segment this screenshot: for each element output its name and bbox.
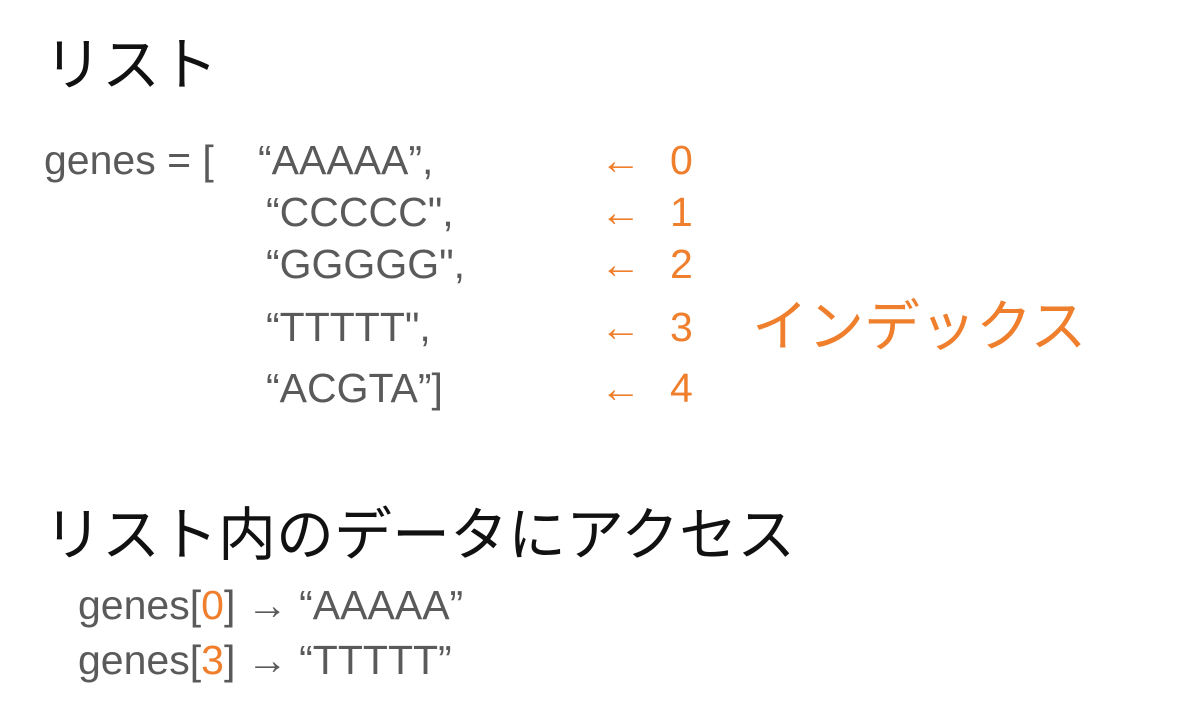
list-item-value: “ACGTA”] bbox=[266, 365, 443, 411]
index-number: 2 bbox=[670, 241, 693, 287]
list-row: “ACGTA”] ← 4 bbox=[0, 368, 1191, 414]
list-item-value: “GGGGG", bbox=[266, 241, 466, 287]
right-arrow-icon: → bbox=[246, 637, 288, 683]
access-line: genes[0] → “AAAAA” bbox=[78, 585, 463, 626]
list-variable-prefix: genes = [ bbox=[44, 137, 214, 183]
left-arrow-icon: ← bbox=[600, 365, 641, 411]
close-bracket: ] bbox=[223, 637, 236, 683]
index-number: 3 bbox=[670, 304, 693, 350]
left-arrow-icon: ← bbox=[600, 304, 641, 350]
open-bracket: [ bbox=[189, 637, 202, 683]
close-bracket: ] bbox=[223, 582, 236, 628]
list-row: “TTTTT", ← 3 bbox=[0, 307, 1191, 353]
list-row: genes = [ “AAAAA”, ← 0 bbox=[0, 140, 1191, 186]
left-arrow-icon: ← bbox=[600, 137, 641, 183]
index-number: 0 bbox=[670, 137, 693, 183]
access-result: “AAAAA” bbox=[299, 582, 464, 628]
list-row: “GGGGG", ← 2 bbox=[0, 244, 1191, 290]
left-arrow-icon: ← bbox=[600, 189, 641, 235]
open-bracket: [ bbox=[189, 582, 202, 628]
list-item-value: “TTTTT", bbox=[266, 304, 431, 350]
section-title-access: リスト内のデータにアクセス bbox=[44, 501, 796, 569]
left-arrow-icon: ← bbox=[600, 241, 641, 287]
access-variable: genes bbox=[78, 582, 190, 628]
access-result: “TTTTT” bbox=[299, 637, 452, 683]
section-title-list: リスト bbox=[44, 31, 219, 99]
index-number: 4 bbox=[670, 365, 693, 411]
access-line: genes[3] → “TTTTT” bbox=[78, 640, 452, 681]
list-item-value: “CCCCC", bbox=[266, 189, 454, 235]
access-index: 3 bbox=[201, 637, 224, 683]
access-index: 0 bbox=[201, 582, 224, 628]
list-row: “CCCCC", ← 1 bbox=[0, 192, 1191, 238]
index-label: インデックス bbox=[752, 295, 1087, 360]
access-variable: genes bbox=[78, 637, 190, 683]
right-arrow-icon: → bbox=[246, 582, 288, 628]
index-number: 1 bbox=[670, 189, 693, 235]
list-item-value: “AAAAA”, bbox=[258, 137, 434, 183]
